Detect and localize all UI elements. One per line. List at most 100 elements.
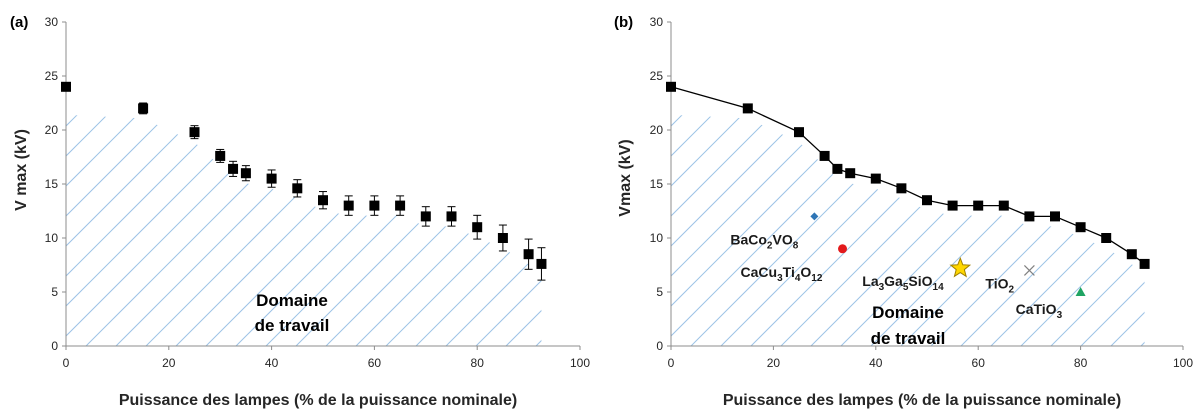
data-point	[1126, 249, 1137, 260]
formula-part: La	[862, 273, 879, 289]
hatch-line	[66, 114, 77, 346]
formula-part: TiO	[985, 275, 1008, 291]
hatch-line	[66, 114, 287, 346]
y-tick-label: 30	[45, 15, 59, 29]
x-tick-label: 100	[570, 356, 590, 370]
hatch-line	[295, 114, 542, 346]
data-point	[922, 195, 932, 206]
hatch-line	[301, 26, 621, 346]
formula-part: BaCo	[730, 231, 767, 247]
hatch-line	[671, 114, 712, 346]
hatch-line	[810, 114, 1132, 346]
hatch-line	[900, 114, 1145, 346]
domain-text-line1: Domaine	[872, 303, 944, 322]
x-tick-label: 20	[767, 356, 781, 370]
domain-annotation: Domaine de travail	[871, 303, 946, 348]
hatch-line	[325, 114, 542, 346]
y-tick-label: 10	[45, 231, 59, 245]
hatch-line	[690, 114, 1012, 346]
data-point	[742, 103, 753, 114]
material-label: TiO2	[985, 275, 1014, 295]
triangle-marker	[1075, 287, 1086, 296]
x-tick-label: 20	[162, 356, 176, 370]
formula-subscript: 4	[795, 273, 801, 284]
hatch-line	[840, 114, 1145, 346]
hatch-line	[990, 114, 1145, 346]
hatch-line	[671, 114, 862, 346]
data-point	[536, 258, 547, 269]
x-tick-label: 80	[1074, 356, 1088, 370]
hatch-line	[656, 26, 976, 346]
data-point	[138, 103, 149, 114]
formula-subscript: 3	[1057, 310, 1063, 321]
data-point	[998, 200, 1009, 211]
data-point	[1075, 222, 1086, 233]
hatch-line	[671, 114, 982, 346]
hatch-line	[66, 114, 317, 346]
domain-text-line2: de travail	[255, 316, 330, 335]
domain-text-line1: Domaine	[256, 291, 328, 310]
data-point	[896, 183, 907, 194]
hatch-line	[671, 114, 922, 346]
hatch-line	[566, 26, 886, 346]
formula-subscript: 12	[811, 273, 823, 284]
hatch-line	[671, 114, 772, 346]
y-tick-label: 20	[650, 123, 664, 137]
hatch-line	[1171, 26, 1200, 346]
data-point	[215, 150, 226, 161]
data-point	[845, 168, 856, 179]
hatch-line	[750, 114, 1072, 346]
data-point	[228, 163, 239, 174]
y-tick-label: 25	[45, 69, 59, 83]
x-tick-label: 40	[869, 356, 883, 370]
formula-subscript: 8	[793, 240, 799, 251]
hatch-line	[780, 114, 1102, 346]
y-tick-label: 25	[650, 69, 664, 83]
y-tick-label: 30	[650, 15, 664, 29]
y-tick-label: 5	[656, 285, 663, 299]
y-tick-label: 5	[51, 285, 58, 299]
hatch-line	[205, 114, 527, 346]
material-label: BaCo2VO8	[730, 231, 798, 251]
hatch-line	[671, 114, 802, 346]
data-point	[292, 183, 303, 194]
y-tick-label: 20	[45, 123, 59, 137]
panel-label: (a)	[10, 14, 28, 31]
hatch-line	[671, 114, 952, 346]
formula-part: CaTiO	[1016, 301, 1057, 317]
x-tick-label: 0	[63, 356, 70, 370]
x-tick-label: 80	[471, 356, 485, 370]
x-axis-title: Puissance des lampes (% de la puissance …	[723, 392, 1121, 409]
data-point	[870, 173, 881, 184]
data-point	[1139, 258, 1150, 269]
material-point: CaCu3Ti4O12	[741, 244, 848, 284]
circle-marker	[838, 244, 848, 254]
material-point: TiO2	[985, 264, 1035, 295]
data-point	[189, 127, 200, 138]
data-point	[472, 222, 483, 233]
diamond-marker	[810, 212, 819, 221]
star-marker	[949, 256, 972, 278]
y-tick-label: 0	[51, 339, 58, 353]
hatch-line	[415, 114, 542, 346]
material-point: La3Ga5SiO14	[862, 256, 972, 293]
data-point	[1050, 211, 1060, 222]
hatch-line	[1020, 114, 1145, 346]
hatch-line	[671, 114, 892, 346]
hatch-line	[686, 26, 1006, 346]
hatch-line	[66, 114, 227, 346]
data-point	[794, 127, 804, 138]
hatch-line	[1140, 114, 1145, 346]
data-point	[666, 81, 676, 92]
x-tick-label: 0	[668, 356, 675, 370]
hatch-line	[66, 114, 347, 346]
hatch-line	[385, 114, 542, 346]
hatch-line	[960, 114, 1145, 346]
data-point	[395, 200, 406, 211]
data-point	[497, 233, 508, 243]
data-point	[947, 200, 958, 211]
x-tick-label: 100	[1173, 356, 1193, 370]
